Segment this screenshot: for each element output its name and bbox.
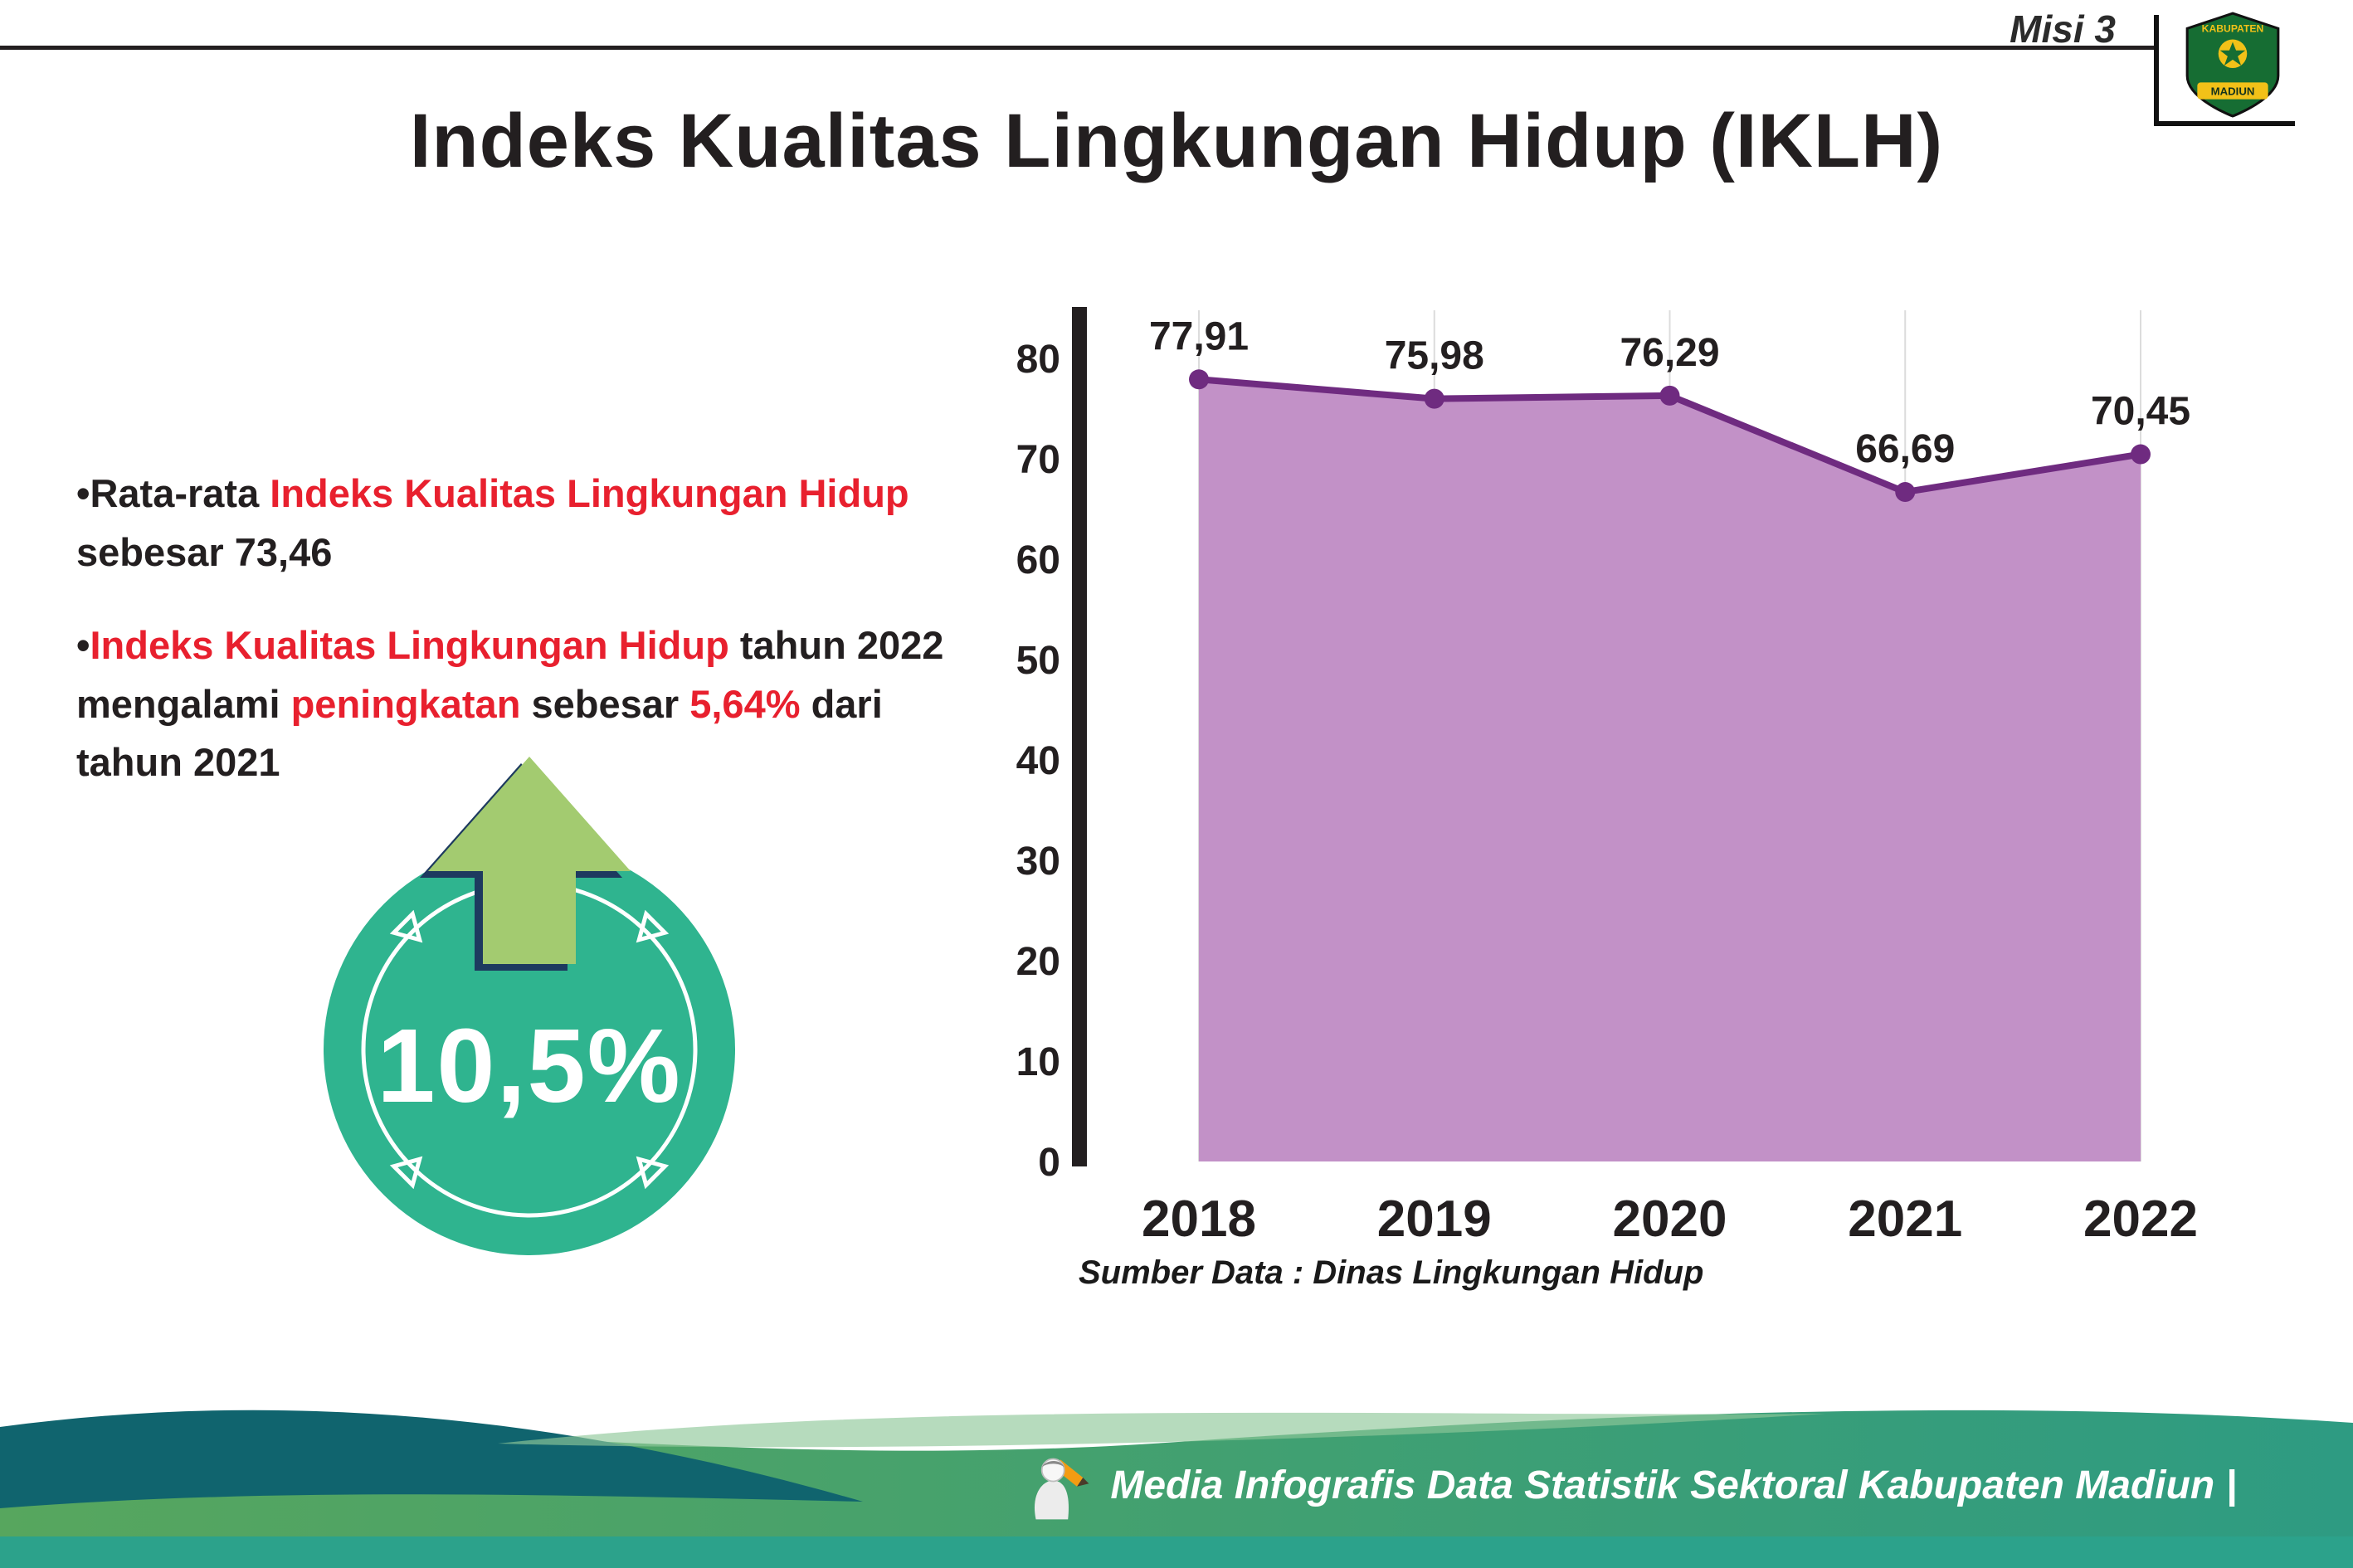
- footer-credit-text: Media Infografis Data Statistik Sektoral…: [1110, 1463, 2237, 1507]
- bullet2-highlight-1: Indeks Kualitas Lingkungan Hidup: [90, 623, 729, 667]
- y-axis-tick-label: 60: [1016, 538, 1060, 582]
- footer-credit: Media Infografis Data Statistik Sektoral…: [1017, 1444, 2237, 1527]
- bullet-marker: •: [76, 623, 90, 667]
- y-axis-tick-label: 10: [1016, 1040, 1060, 1084]
- bullet1-text-1: Rata-rata: [90, 471, 270, 515]
- data-point-label: 70,45: [2091, 390, 2190, 434]
- area-fill: [1199, 379, 2141, 1161]
- y-axis-line: [1072, 307, 1087, 1166]
- pencil-tip: [1077, 1478, 1089, 1487]
- bullet2-highlight-2: peningkatan: [290, 681, 521, 726]
- bullet1-highlight: Indeks Kualitas Lingkungan Hidup: [270, 471, 909, 515]
- y-axis-tick-label: 20: [1016, 940, 1060, 984]
- up-arrow-icon: [428, 757, 631, 964]
- wave-light-accent: [498, 1412, 1825, 1448]
- data-point: [1895, 482, 1916, 503]
- x-axis-label: 2018: [1142, 1191, 1256, 1248]
- crest-star: [2219, 41, 2246, 66]
- bullet2-text-1: tahun 2022 mengalami: [76, 623, 944, 726]
- y-axis-tick-label: 80: [1016, 338, 1060, 382]
- bullet2-text-3: dari tahun 2021: [76, 681, 883, 785]
- page-title: Indeks Kualitas Lingkungan Hidup (IKLH): [409, 99, 1944, 183]
- bullet1-text-2: sebesar 73,46: [76, 529, 333, 574]
- logo-frame-horizontal: [2154, 121, 2295, 126]
- bullet-average-iklh: •Rata-rata Indeks Kualitas Lingkungan Hi…: [76, 465, 981, 582]
- data-point-label: 75,98: [1385, 334, 1484, 378]
- data-point: [1659, 385, 1680, 406]
- bullet-increase-2022: •Indeks Kualitas Lingkungan Hidup tahun …: [76, 616, 981, 792]
- mascot-head: [1041, 1458, 1065, 1483]
- bullet2-text-2: sebesar: [520, 681, 690, 726]
- y-axis-tick-label: 50: [1016, 639, 1060, 683]
- footer-wave-banner: [0, 1410, 2353, 1568]
- x-axis-label: 2020: [1613, 1191, 1727, 1248]
- ring-tick-triangle: [636, 1156, 670, 1190]
- y-axis-tick-label: 0: [1038, 1141, 1060, 1185]
- mascot-icon: [1035, 1458, 1089, 1520]
- bullet-marker: •: [76, 471, 90, 515]
- bullet2-highlight-3: 5,64%: [689, 681, 801, 726]
- ring-tick-triangle: [389, 909, 423, 943]
- kabupaten-madiun-logo: KABUPATEN MADIUN: [2185, 12, 2280, 118]
- crest-bottom-text: MADIUN: [2211, 85, 2255, 98]
- header-divider: [0, 46, 2154, 50]
- summary-bullets: •Rata-rata Indeks Kualitas Lingkungan Hi…: [76, 465, 981, 827]
- crest-ribbon: [2197, 82, 2268, 100]
- data-point-label: 77,91: [1149, 314, 1249, 358]
- data-point-label: 66,69: [1855, 427, 1955, 471]
- crest-top-text: KABUPATEN: [2202, 22, 2264, 34]
- data-point: [2131, 444, 2151, 465]
- ring-tick-triangle: [389, 1156, 423, 1190]
- badge-percentage: 10,5%: [377, 1007, 681, 1124]
- x-axis-label: 2019: [1377, 1191, 1492, 1248]
- wave-bottom-strip: [0, 1536, 2353, 1568]
- wave-dark: [0, 1410, 863, 1508]
- ring-tick-triangle: [636, 909, 670, 943]
- y-axis-tick-label: 30: [1016, 840, 1060, 884]
- mascot-hair: [1042, 1460, 1065, 1468]
- iklh-area-chart: 0 10 20 30 40 50 60 70 80 77,91 75,98 76,29 66,69 70,…: [1016, 307, 2198, 1248]
- data-point-label: 76,29: [1620, 331, 1719, 375]
- badge-circle: [324, 844, 735, 1255]
- data-point: [1189, 369, 1209, 390]
- mascot-body: [1035, 1480, 1069, 1520]
- y-axis-tick-label: 40: [1016, 739, 1060, 783]
- data-source-note: Sumber Data : Dinas Lingkungan Hidup: [1079, 1254, 1704, 1291]
- data-point: [1424, 388, 1444, 409]
- x-axis-label: 2021: [1848, 1191, 1962, 1248]
- misi-label: Misi 3: [2010, 7, 2116, 51]
- increase-badge: 10,5%: [324, 757, 735, 1255]
- logo-frame-vertical: [2154, 15, 2159, 124]
- y-axis-tick-label: 70: [1016, 438, 1060, 482]
- x-axis-label: 2022: [2083, 1191, 2198, 1248]
